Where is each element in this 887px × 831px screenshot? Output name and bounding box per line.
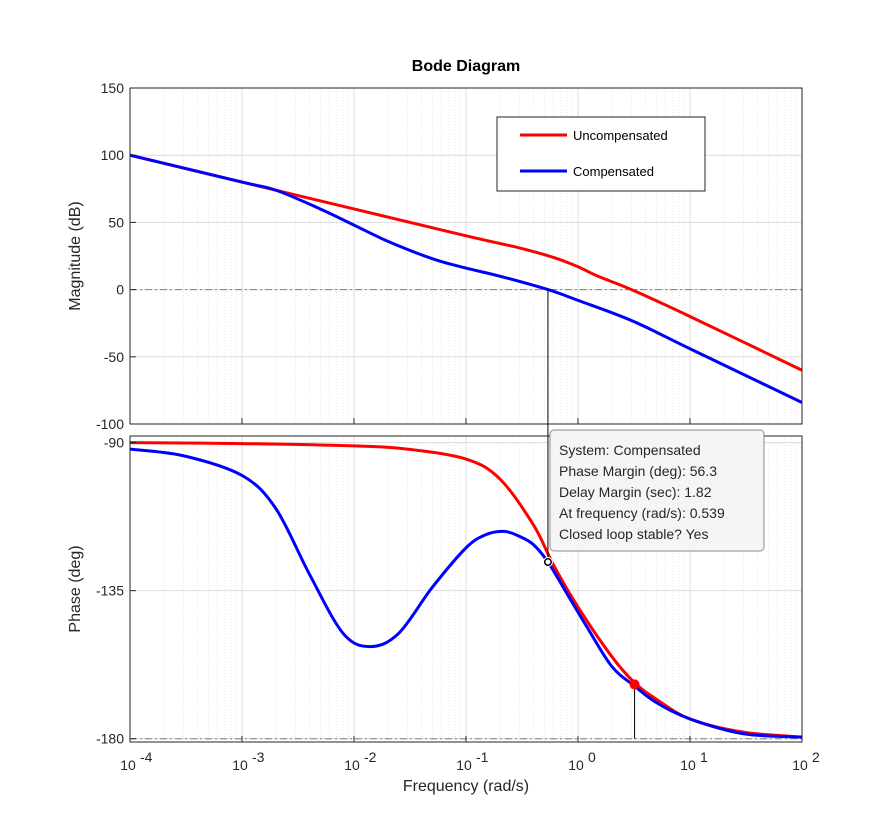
x-tick-label: 10 [344, 757, 360, 773]
x-tick-label: 10 [120, 757, 136, 773]
x-axis-label: Frequency (rad/s) [403, 778, 529, 795]
magnitude-y-label: Magnitude (dB) [67, 201, 84, 310]
datatip-line-stability: Closed loop stable? Yes [559, 526, 708, 542]
chart-title: Bode Diagram [412, 58, 520, 75]
x-tick-label: 10 [456, 757, 472, 773]
legend-label-uncompensated: Uncompensated [573, 128, 668, 143]
x-tick-exponent: -1 [476, 749, 489, 765]
margin-overlay [542, 289, 640, 739]
datatip-line-phase-margin: Phase Margin (deg): 56.3 [559, 463, 717, 479]
x-tick-exponent: 0 [588, 749, 596, 765]
datatip-line-system: System: Compensated [559, 442, 701, 458]
y-tick-label: 100 [101, 147, 125, 163]
y-tick-label: 0 [116, 282, 124, 298]
x-tick-label: 10 [232, 757, 248, 773]
phase-y-ticks: -90 -135 -180 [96, 435, 136, 747]
legend-label-compensated: Compensated [573, 164, 654, 179]
y-tick-label: 150 [101, 80, 125, 96]
datatip-line-frequency: At frequency (rad/s): 0.539 [559, 505, 725, 521]
phase-margin-datatip[interactable]: System: Compensated Phase Margin (deg): … [549, 429, 765, 552]
legend-box [496, 116, 706, 192]
x-tick-exponent: -4 [140, 749, 153, 765]
phase-y-label: Phase (deg) [67, 545, 84, 632]
x-tick-label: 10 [680, 757, 696, 773]
datatip-box [549, 429, 765, 552]
datatip-line-delay-margin: Delay Margin (sec): 1.82 [559, 484, 712, 500]
x-tick-label: 10 [568, 757, 584, 773]
y-tick-label: -50 [104, 349, 124, 365]
datatip-marker-center [545, 559, 551, 565]
y-tick-label: -180 [96, 731, 124, 747]
magnitude-series-uncompensated[interactable] [129, 153, 803, 372]
phase-series-compensated[interactable] [129, 447, 803, 739]
x-tick-exponent: 2 [812, 749, 820, 765]
magnitude-lines [129, 153, 803, 404]
x-tick-label: 10 [792, 757, 808, 773]
y-tick-label: -90 [104, 435, 124, 451]
magnitude-series-compensated[interactable] [129, 153, 803, 404]
y-tick-label: -135 [96, 583, 124, 599]
x-tick-exponent: -2 [364, 749, 377, 765]
gain-margin-marker[interactable] [629, 679, 640, 690]
magnitude-y-ticks: 150 100 50 0 -50 -100 [96, 80, 136, 432]
x-tick-labels: 10 -4 10 -3 10 -2 10 -1 10 0 10 1 10 2 [120, 418, 820, 773]
legend[interactable]: Uncompensated Compensated [496, 116, 706, 192]
y-tick-label: 50 [108, 214, 124, 230]
x-tick-exponent: -3 [252, 749, 265, 765]
y-tick-label: -100 [96, 416, 124, 432]
magnitude-axes: 150 100 50 0 -50 -100 Magnitude (dB) Uncompen… [67, 80, 803, 432]
x-tick-exponent: 1 [700, 749, 708, 765]
